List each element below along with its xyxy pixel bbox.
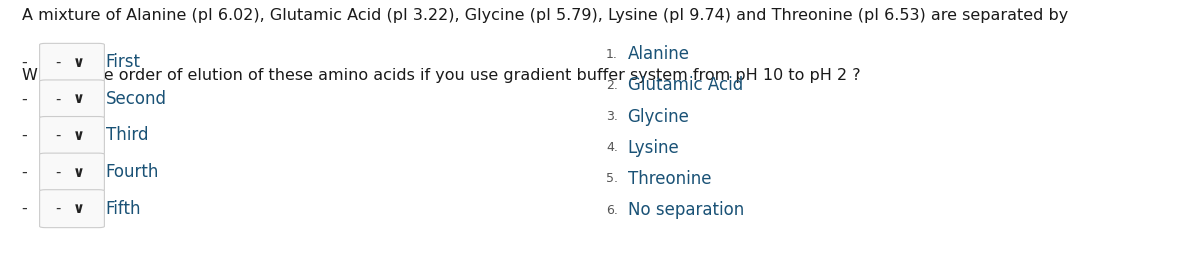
Text: -: - [55,164,60,180]
Text: A mixture of Alanine (pI 6.02), Glutamic Acid (pI 3.22), Glycine (pI 5.79), Lysi: A mixture of Alanine (pI 6.02), Glutamic… [22,8,1073,23]
Text: -: - [55,91,60,107]
Text: -: - [22,164,28,180]
Text: 5.: 5. [606,172,618,185]
Text: Second: Second [106,90,167,108]
Text: -: - [22,128,28,143]
Text: 6.: 6. [606,204,618,217]
Text: Glycine: Glycine [628,108,690,125]
Text: -: - [22,55,28,70]
FancyBboxPatch shape [40,43,104,81]
Text: Fourth: Fourth [106,163,158,181]
Text: -: - [55,201,60,216]
Text: ∨: ∨ [73,55,85,70]
FancyBboxPatch shape [40,80,104,118]
Text: Alanine: Alanine [628,45,690,63]
Text: -: - [22,91,28,107]
FancyBboxPatch shape [40,117,104,154]
Text: No separation: No separation [628,201,744,219]
Text: Lysine: Lysine [628,139,679,157]
Text: ∨: ∨ [73,91,85,107]
Text: First: First [106,53,140,71]
Text: 3.: 3. [606,110,618,123]
Text: -: - [22,201,28,216]
Text: ∨: ∨ [73,201,85,216]
FancyBboxPatch shape [40,153,104,191]
Text: Third: Third [106,127,148,144]
Text: What is the order of elution of these amino acids if you use gradient buffer sys: What is the order of elution of these am… [22,68,860,83]
Text: Glutamic Acid: Glutamic Acid [628,76,743,94]
Text: 4.: 4. [606,141,618,154]
Text: 2.: 2. [606,79,618,92]
Text: -: - [55,55,60,70]
Text: -: - [55,128,60,143]
Text: Threonine: Threonine [628,170,712,188]
Text: ∨: ∨ [73,128,85,143]
Text: ∨: ∨ [73,164,85,180]
FancyBboxPatch shape [40,190,104,228]
Text: 1.: 1. [606,48,618,61]
Text: Fifth: Fifth [106,200,142,218]
